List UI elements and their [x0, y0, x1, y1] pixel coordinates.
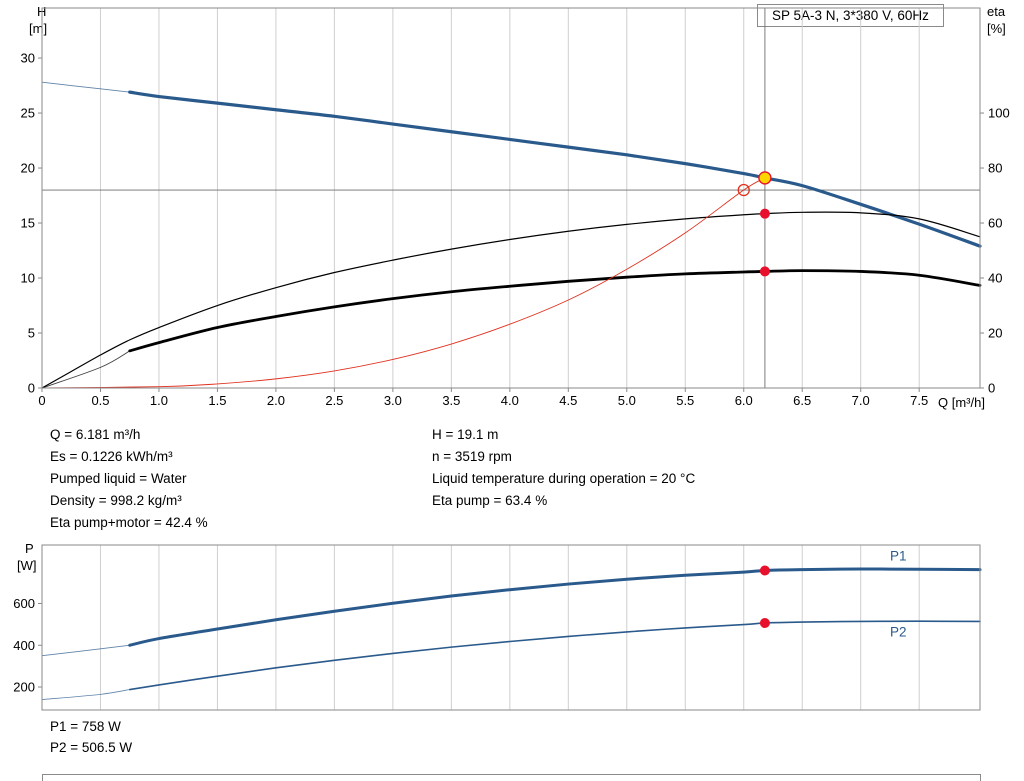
result-p1: P1 = 758 W	[50, 719, 121, 734]
eta-pump-motor-point	[759, 266, 770, 277]
plot-frame	[41, 7, 981, 389]
specified-duty-point	[737, 183, 750, 197]
curve-label-P1: P1	[890, 549, 907, 564]
eta-tick-label: 100	[988, 106, 1010, 121]
eta-tick-label: 20	[988, 326, 1002, 341]
result-p2: P2 = 506.5 W	[50, 740, 133, 755]
result-energy: Es = 0.1226 kWh/m³	[50, 449, 173, 464]
eta-tick-label: 80	[988, 161, 1002, 176]
eta-axis-label: eta	[987, 4, 1006, 19]
curve-duty-trajectory	[41, 177, 766, 389]
x-tick-label: 7.5	[910, 393, 928, 408]
plot-frame	[41, 544, 981, 711]
duty-point[interactable]	[758, 171, 772, 185]
result-flow: Q = 6.181 m³/h	[50, 427, 141, 442]
result-eta-pump: Eta pump = 63.4 %	[432, 493, 548, 508]
curve-p1-curve-lead	[41, 644, 130, 657]
y-tick-label: 200	[13, 680, 35, 695]
curve-h-curve-lead	[41, 81, 130, 93]
y-tick-label: 400	[13, 638, 35, 653]
eta-pump-point	[759, 208, 770, 219]
results-left-column: Q = 6.181 m³/h Es = 0.1226 kWh/m³ Pumped…	[50, 424, 208, 534]
y-tick-label: 5	[28, 326, 35, 341]
power-chart: 200 400 600 P1 P2	[13, 544, 982, 711]
result-speed: n = 3519 rpm	[432, 449, 512, 464]
result-liquid: Pumped liquid = Water	[50, 471, 187, 486]
x-tick-label: 6.5	[793, 393, 811, 408]
eta-tick-label: 40	[988, 271, 1002, 286]
x-tick-label: 1.0	[150, 393, 168, 408]
p1-point	[759, 565, 770, 576]
x-tick-label: 7.0	[852, 393, 870, 408]
curve-eta-pump	[41, 211, 981, 389]
eta-axis-unit: [%]	[987, 21, 1006, 36]
h-axis-unit: [m]	[29, 21, 48, 36]
y-tick-label: 0	[28, 381, 35, 396]
x-tick-label: 6.0	[735, 393, 753, 408]
eta-tick-label: 0	[988, 381, 995, 396]
result-temperature: Liquid temperature during operation = 20…	[432, 471, 696, 486]
result-head: H = 19.1 m	[432, 427, 499, 442]
power-results: P1 = 758 W P2 = 506.5 W	[50, 716, 132, 758]
x-tick-label: 3.0	[384, 393, 402, 408]
p-axis-unit: [W]	[17, 558, 37, 573]
y-tick-label: 15	[21, 216, 35, 231]
q-axis-unit-label: Q [m³/h]	[938, 395, 985, 410]
curve-p1-curve	[128, 567, 982, 647]
qh-eta-chart[interactable]: 0 0.5 1.0 1.5 2.0 2.5 3.0 3.5 4.0 4.5 5.0 5.5 6.0 6.5…	[0, 0, 1024, 412]
curve-eta-pump-motor	[128, 269, 982, 353]
x-tick-label: 5.0	[618, 393, 636, 408]
curve-p2-curve-lead	[41, 689, 130, 700]
x-tick-label: 4.0	[501, 393, 519, 408]
curve-eta-pump-motor-lead	[41, 350, 130, 389]
x-tick-label: 0.5	[91, 393, 109, 408]
pump-model-label: SP 5A-3 N, 3*380 V, 60Hz	[757, 4, 944, 27]
y-tick-label: 20	[21, 161, 35, 176]
y-tick-label: 25	[21, 106, 35, 121]
x-tick-label: 3.5	[442, 393, 460, 408]
y-tick-label: 600	[13, 596, 35, 611]
results-right-column: H = 19.1 m n = 3519 rpm Liquid temperatu…	[432, 424, 695, 512]
curve-p2-curve	[128, 620, 981, 691]
y-tick-label: 30	[21, 51, 35, 66]
p-axis-label: P	[25, 541, 34, 556]
curve-label-P2: P2	[890, 624, 907, 639]
curve-h-curve	[128, 90, 982, 248]
x-tick-label: 1.5	[208, 393, 226, 408]
y-tick-label: 10	[21, 271, 35, 286]
x-tick-label: 2.0	[267, 393, 285, 408]
x-tick-label: 4.5	[559, 393, 577, 408]
result-eta-total: Eta pump+motor = 42.4 %	[50, 515, 208, 530]
x-tick-label: 5.5	[676, 393, 694, 408]
x-tick-label: 2.5	[325, 393, 343, 408]
result-density: Density = 998.2 kg/m³	[50, 493, 182, 508]
p2-point	[759, 618, 770, 629]
x-tick-label: 0	[38, 393, 45, 408]
eta-tick-label: 60	[988, 216, 1002, 231]
next-chart-frame-partial	[42, 774, 981, 781]
